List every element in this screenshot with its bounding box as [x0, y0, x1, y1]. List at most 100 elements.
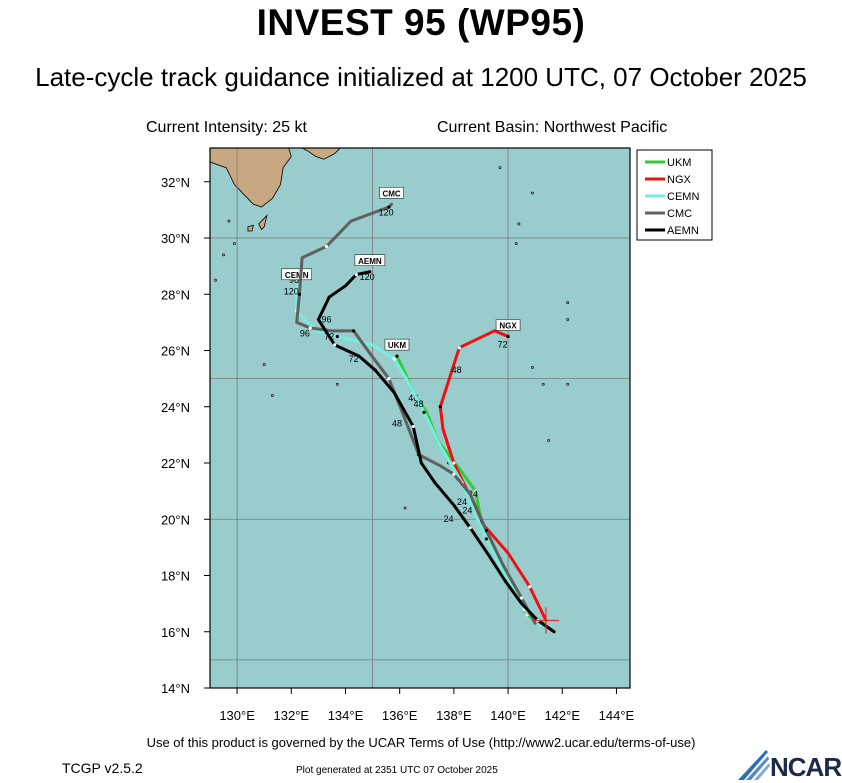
track-point [468, 526, 472, 530]
hour-label: 96 [322, 314, 332, 324]
chart-title: INVEST 95 (WP95) [256, 2, 586, 43]
island-dot [214, 278, 217, 282]
island-dot [541, 382, 545, 386]
track-ngx [438, 329, 548, 622]
track-end-box [384, 338, 410, 351]
track-end-box [495, 319, 521, 331]
track-point [433, 481, 437, 485]
ncar-logo-icon [738, 750, 770, 780]
land-yakushima [247, 224, 254, 232]
track-point [308, 326, 312, 330]
x-tick-label: 130°E [219, 708, 255, 723]
track-point [452, 461, 456, 465]
hour-label: 120 [360, 272, 375, 282]
track-point [392, 357, 396, 361]
hour-label: 120 [379, 208, 394, 218]
legend-label-cemn: CEMN [667, 191, 699, 203]
hour-label: 48 [408, 393, 418, 403]
track-point [484, 528, 488, 533]
track-point [335, 334, 339, 339]
track-point [438, 405, 442, 409]
track-point [520, 596, 524, 600]
island-dot [531, 191, 534, 195]
track-point [473, 489, 478, 493]
island-dot [498, 166, 502, 170]
y-tick-label: 26°N [161, 344, 190, 359]
legend-label-ukm: UKM [667, 157, 691, 169]
x-tick-label: 136°E [382, 708, 418, 723]
island-dot [566, 318, 570, 321]
island-dot [566, 301, 570, 305]
island-dot [566, 382, 570, 386]
track-end-label: UKM [388, 341, 407, 350]
y-tick-label: 16°N [161, 625, 190, 640]
track-point [297, 292, 302, 296]
island-dot [547, 439, 551, 442]
track-point [387, 205, 391, 209]
track-point [373, 368, 377, 372]
hour-label: 120 [284, 286, 299, 296]
island-dot [403, 506, 407, 510]
y-tick-label: 30°N [161, 231, 190, 246]
x-tick-label: 140°E [490, 708, 526, 723]
legend-label-cmc: CMC [667, 208, 692, 220]
x-tick-label: 138°E [436, 708, 472, 723]
track-point [411, 424, 415, 429]
x-tick-label: 144°E [599, 708, 635, 723]
island-dot [335, 382, 339, 386]
land-tanegashima [258, 214, 268, 231]
island-dot [262, 363, 266, 366]
island-dot [531, 365, 534, 369]
track-end-box [354, 254, 386, 266]
island-dot [517, 222, 521, 226]
current-intensity: Current Intensity: 25 kt [146, 119, 307, 136]
ncar-logo-text: NCAR [770, 752, 842, 782]
hour-label: 24 [457, 497, 467, 507]
y-tick-label: 22°N [161, 456, 190, 471]
track-point [503, 579, 507, 583]
track-end-box [379, 187, 404, 199]
x-tick-label: 142°E [544, 708, 580, 723]
track-end-box [281, 268, 312, 281]
hour-label: 72 [498, 340, 508, 350]
hour-label: 48 [414, 399, 424, 409]
track-point [457, 346, 461, 350]
y-tick-label: 20°N [161, 512, 190, 527]
hour-label: 24 [462, 506, 472, 516]
y-tick-label: 24°N [161, 400, 190, 415]
track-point [352, 329, 356, 333]
x-tick-label: 134°E [328, 708, 364, 723]
x-tick-label: 132°E [274, 708, 310, 723]
y-tick-label: 18°N [161, 569, 190, 584]
terms-of-use: Use of this product is governed by the U… [146, 735, 696, 750]
current-basin: Current Basin: Northwest Pacific [437, 119, 668, 136]
plot-frame [209, 147, 631, 689]
track-point [395, 354, 399, 358]
track-point [324, 244, 329, 249]
chart-subtitle: Late-cycle track guidance initialized at… [35, 62, 807, 92]
track-point [506, 334, 510, 339]
track-end-label: NGX [499, 321, 517, 330]
y-tick-label: 14°N [161, 681, 190, 696]
track-point [528, 585, 532, 589]
hour-label: 48 [452, 365, 462, 375]
track-point [484, 537, 488, 541]
track-point [354, 272, 358, 277]
island-dot [270, 394, 274, 397]
track-point [452, 472, 456, 476]
y-tick-label: 28°N [161, 287, 190, 302]
island-dot [227, 219, 231, 223]
hour-label: 24 [443, 514, 453, 524]
legend-label-ngx: NGX [667, 174, 692, 186]
hour-label: 24 [468, 489, 478, 499]
track-end-label: CMC [382, 189, 400, 198]
generated-timestamp: Plot generated at 2351 UTC 07 October 20… [296, 765, 498, 776]
island-dot [222, 253, 225, 257]
land-kyushu [209, 147, 292, 208]
track-end-label: CEMN [285, 271, 309, 280]
track-point [327, 295, 331, 299]
island-dot [232, 242, 236, 246]
track-point [333, 343, 337, 347]
ocean-area [210, 148, 630, 688]
